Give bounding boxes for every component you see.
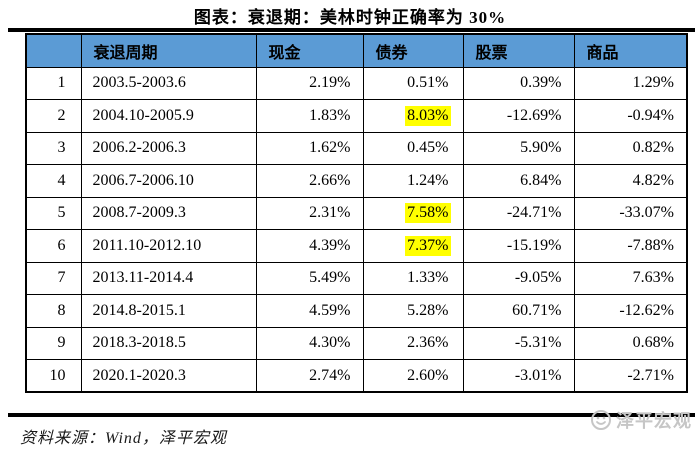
cell-cash: 1.83% <box>255 99 364 133</box>
table-row: 5 2008.7-2009.3 2.31% 7.58% -24.71% -33.… <box>25 196 688 230</box>
cell-stock: -12.69% <box>462 99 575 133</box>
cell-bond: 0.51% <box>362 66 464 100</box>
cell-period: 2013.11-2014.4 <box>80 261 257 295</box>
top-divider-rule <box>8 28 695 32</box>
cell-cash: 4.59% <box>255 294 364 328</box>
cell-bond: 5.28% <box>362 294 464 328</box>
cell-stock: -24.71% <box>462 196 575 230</box>
cell-index: 7 <box>25 261 82 295</box>
cell-period: 2006.2-2006.3 <box>80 131 257 165</box>
table-row: 1 2003.5-2003.6 2.19% 0.51% 0.39% 1.29% <box>25 66 688 100</box>
header-cash: 现金 <box>255 33 364 68</box>
cell-bond: 2.60% <box>362 359 464 393</box>
table-row: 8 2014.8-2015.1 4.59% 5.28% 60.71% -12.6… <box>25 294 688 328</box>
header-commodity: 商品 <box>573 33 688 68</box>
cell-index: 9 <box>25 326 82 360</box>
cell-commodity: 0.68% <box>573 326 688 360</box>
header-bond: 债券 <box>362 33 464 68</box>
table-header-row: 衰退周期 现金 债券 股票 商品 <box>25 33 688 68</box>
watermark-label: 泽平宏观 <box>616 411 692 431</box>
cell-stock: 60.71% <box>462 294 575 328</box>
cell-commodity: 1.29% <box>573 66 688 100</box>
cell-commodity: -12.62% <box>573 294 688 328</box>
header-period: 衰退周期 <box>80 33 257 68</box>
cell-cash: 4.30% <box>255 326 364 360</box>
cell-cash: 2.74% <box>255 359 364 393</box>
cell-stock: -15.19% <box>462 229 575 263</box>
figure-title: 图表：衰退期：美林时钟正确率为 30% <box>193 8 507 27</box>
cell-cash: 2.66% <box>255 164 364 198</box>
cell-bond: 7.58% <box>362 196 464 230</box>
cell-index: 1 <box>25 66 82 100</box>
cell-stock: -9.05% <box>462 261 575 295</box>
recession-returns-table: 衰退周期 现金 债券 股票 商品 1 2003.5-2003.6 2.19% 0… <box>25 33 688 393</box>
cell-commodity: 4.82% <box>573 164 688 198</box>
cell-cash: 5.49% <box>255 261 364 295</box>
cell-commodity: 0.82% <box>573 131 688 165</box>
cell-stock: -3.01% <box>462 359 575 393</box>
cell-index: 5 <box>25 196 82 230</box>
cell-stock: 6.84% <box>462 164 575 198</box>
cell-bond: 0.45% <box>362 131 464 165</box>
cell-index: 2 <box>25 99 82 133</box>
data-source-note: 资料来源：Wind，泽平宏观 <box>20 430 227 447</box>
cell-commodity: -2.71% <box>573 359 688 393</box>
cell-stock: 0.39% <box>462 66 575 100</box>
cell-period: 2018.3-2018.5 <box>80 326 257 360</box>
cell-commodity: -0.94% <box>573 99 688 133</box>
table-row: 2 2004.10-2005.9 1.83% 8.03% -12.69% -0.… <box>25 99 688 133</box>
cell-period: 2011.10-2012.10 <box>80 229 257 263</box>
cell-commodity: -7.88% <box>573 229 688 263</box>
cell-index: 4 <box>25 164 82 198</box>
table-row: 9 2018.3-2018.5 4.30% 2.36% -5.31% 0.68% <box>25 326 688 360</box>
table-row: 4 2006.7-2006.10 2.66% 1.24% 6.84% 4.82% <box>25 164 688 198</box>
cell-commodity: 7.63% <box>573 261 688 295</box>
cell-cash: 2.19% <box>255 66 364 100</box>
cell-period: 2008.7-2009.3 <box>80 196 257 230</box>
cell-bond: 1.33% <box>362 261 464 295</box>
table-row: 7 2013.11-2014.4 5.49% 1.33% -9.05% 7.63… <box>25 261 688 295</box>
header-stock: 股票 <box>462 33 575 68</box>
cell-bond: 1.24% <box>362 164 464 198</box>
publisher-watermark: 泽平宏观 <box>589 407 692 433</box>
smiley-face-icon <box>589 408 613 432</box>
cell-bond: 2.36% <box>362 326 464 360</box>
cell-bond: 7.37% <box>362 229 464 263</box>
cell-stock: 5.90% <box>462 131 575 165</box>
table-row: 3 2006.2-2006.3 1.62% 0.45% 5.90% 0.82% <box>25 131 688 165</box>
cell-bond: 8.03% <box>362 99 464 133</box>
cell-commodity: -33.07% <box>573 196 688 230</box>
cell-period: 2004.10-2005.9 <box>80 99 257 133</box>
table-body: 1 2003.5-2003.6 2.19% 0.51% 0.39% 1.29% … <box>25 66 688 393</box>
cell-period: 2020.1-2020.3 <box>80 359 257 393</box>
cell-cash: 1.62% <box>255 131 364 165</box>
cell-stock: -5.31% <box>462 326 575 360</box>
bottom-divider-rule <box>8 413 695 417</box>
cell-cash: 4.39% <box>255 229 364 263</box>
cell-index: 8 <box>25 294 82 328</box>
cell-period: 2014.8-2015.1 <box>80 294 257 328</box>
cell-index: 10 <box>25 359 82 393</box>
cell-index: 3 <box>25 131 82 165</box>
table-row: 10 2020.1-2020.3 2.74% 2.60% -3.01% -2.7… <box>25 359 688 393</box>
cell-index: 6 <box>25 229 82 263</box>
cell-period: 2003.5-2003.6 <box>80 66 257 100</box>
cell-cash: 2.31% <box>255 196 364 230</box>
header-index <box>25 33 82 68</box>
cell-period: 2006.7-2006.10 <box>80 164 257 198</box>
table-row: 6 2011.10-2012.10 4.39% 7.37% -15.19% -7… <box>25 229 688 263</box>
